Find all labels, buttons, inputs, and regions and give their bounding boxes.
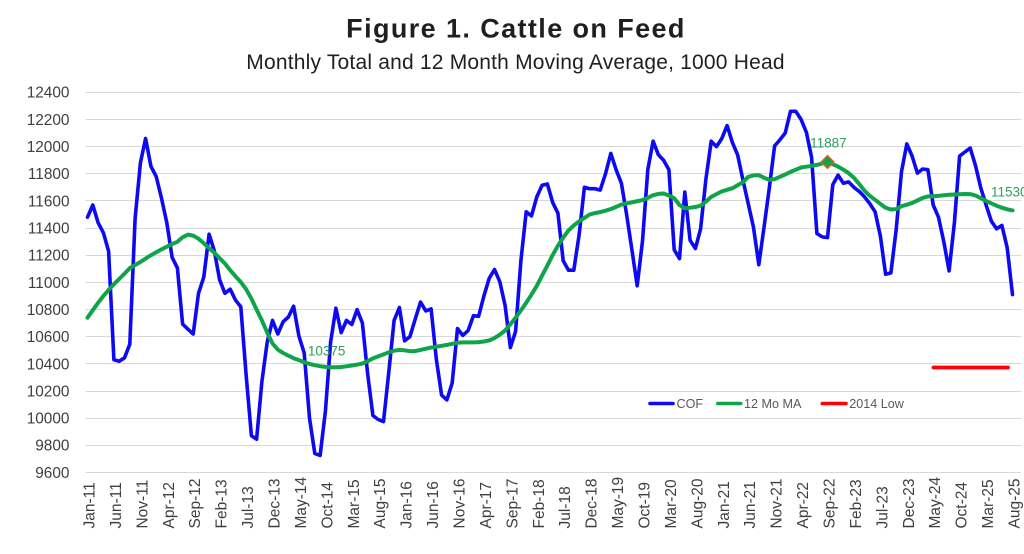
svg-text:Nov-16: Nov-16 [452,479,469,529]
svg-text:10600: 10600 [27,329,70,346]
svg-text:11887: 11887 [810,135,847,150]
svg-text:Jul-13: Jul-13 [240,486,257,528]
svg-text:Jan-11: Jan-11 [82,482,99,528]
svg-text:Apr-12: Apr-12 [161,482,178,529]
svg-text:9600: 9600 [35,465,69,482]
svg-text:Aug-25: Aug-25 [1007,479,1024,529]
svg-text:11400: 11400 [28,221,70,238]
svg-text:Dec-13: Dec-13 [267,479,284,529]
svg-text:Dec-18: Dec-18 [584,479,601,529]
svg-text:10200: 10200 [27,383,70,400]
svg-text:2014 Low: 2014 Low [849,397,905,411]
svg-text:Aug-15: Aug-15 [372,479,389,529]
svg-text:Feb-18: Feb-18 [531,479,548,528]
svg-text:Jun-16: Jun-16 [425,481,442,528]
svg-text:Monthly Total and 12 Month Mov: Monthly Total and 12 Month Moving Averag… [246,51,784,74]
svg-text:Feb-23: Feb-23 [848,479,865,528]
svg-text:11200: 11200 [28,248,70,265]
svg-text:10400: 10400 [27,356,70,373]
svg-text:10000: 10000 [27,411,70,428]
svg-text:Jun-21: Jun-21 [742,481,759,528]
svg-text:Sep-22: Sep-22 [822,479,839,529]
svg-text:Nov-21: Nov-21 [769,479,786,529]
svg-text:Oct-14: Oct-14 [319,482,336,529]
svg-text:Oct-24: Oct-24 [954,482,971,529]
svg-text:Mar-25: Mar-25 [980,479,997,528]
svg-text:10375: 10375 [308,343,346,358]
svg-text:11600: 11600 [28,193,70,210]
svg-text:May-19: May-19 [610,477,627,529]
svg-text:10800: 10800 [27,302,70,319]
svg-text:Figure 1. Cattle on Feed: Figure 1. Cattle on Feed [346,14,686,44]
svg-text:Mar-20: Mar-20 [663,479,680,528]
svg-text:Jul-18: Jul-18 [557,486,574,528]
svg-text:9800: 9800 [35,438,69,455]
svg-text:Nov-11: Nov-11 [134,480,151,529]
svg-text:Jul-23: Jul-23 [874,486,891,528]
svg-text:Jun-11: Jun-11 [108,482,125,528]
svg-text:12200: 12200 [27,112,70,129]
svg-text:Jan-16: Jan-16 [399,481,416,528]
svg-text:Sep-17: Sep-17 [504,479,521,529]
svg-text:May-14: May-14 [293,476,310,528]
svg-text:11800: 11800 [28,166,70,183]
svg-text:Apr-17: Apr-17 [478,482,495,529]
svg-text:11000: 11000 [28,275,70,292]
svg-text:Oct-19: Oct-19 [637,482,654,529]
svg-text:12 Mo MA: 12 Mo MA [744,397,802,411]
svg-text:COF: COF [677,397,704,411]
svg-text:Mar-15: Mar-15 [346,479,363,528]
svg-text:12000: 12000 [27,139,70,156]
svg-text:12400: 12400 [27,85,70,102]
svg-text:Sep-12: Sep-12 [187,479,204,529]
svg-text:May-24: May-24 [927,476,944,528]
svg-text:Dec-23: Dec-23 [901,479,918,529]
svg-text:Jan-21: Jan-21 [716,481,733,528]
svg-text:Apr-22: Apr-22 [795,482,812,529]
svg-text:11530: 11530 [991,185,1024,200]
svg-text:Aug-20: Aug-20 [689,478,706,528]
svg-text:Feb-13: Feb-13 [214,479,231,528]
